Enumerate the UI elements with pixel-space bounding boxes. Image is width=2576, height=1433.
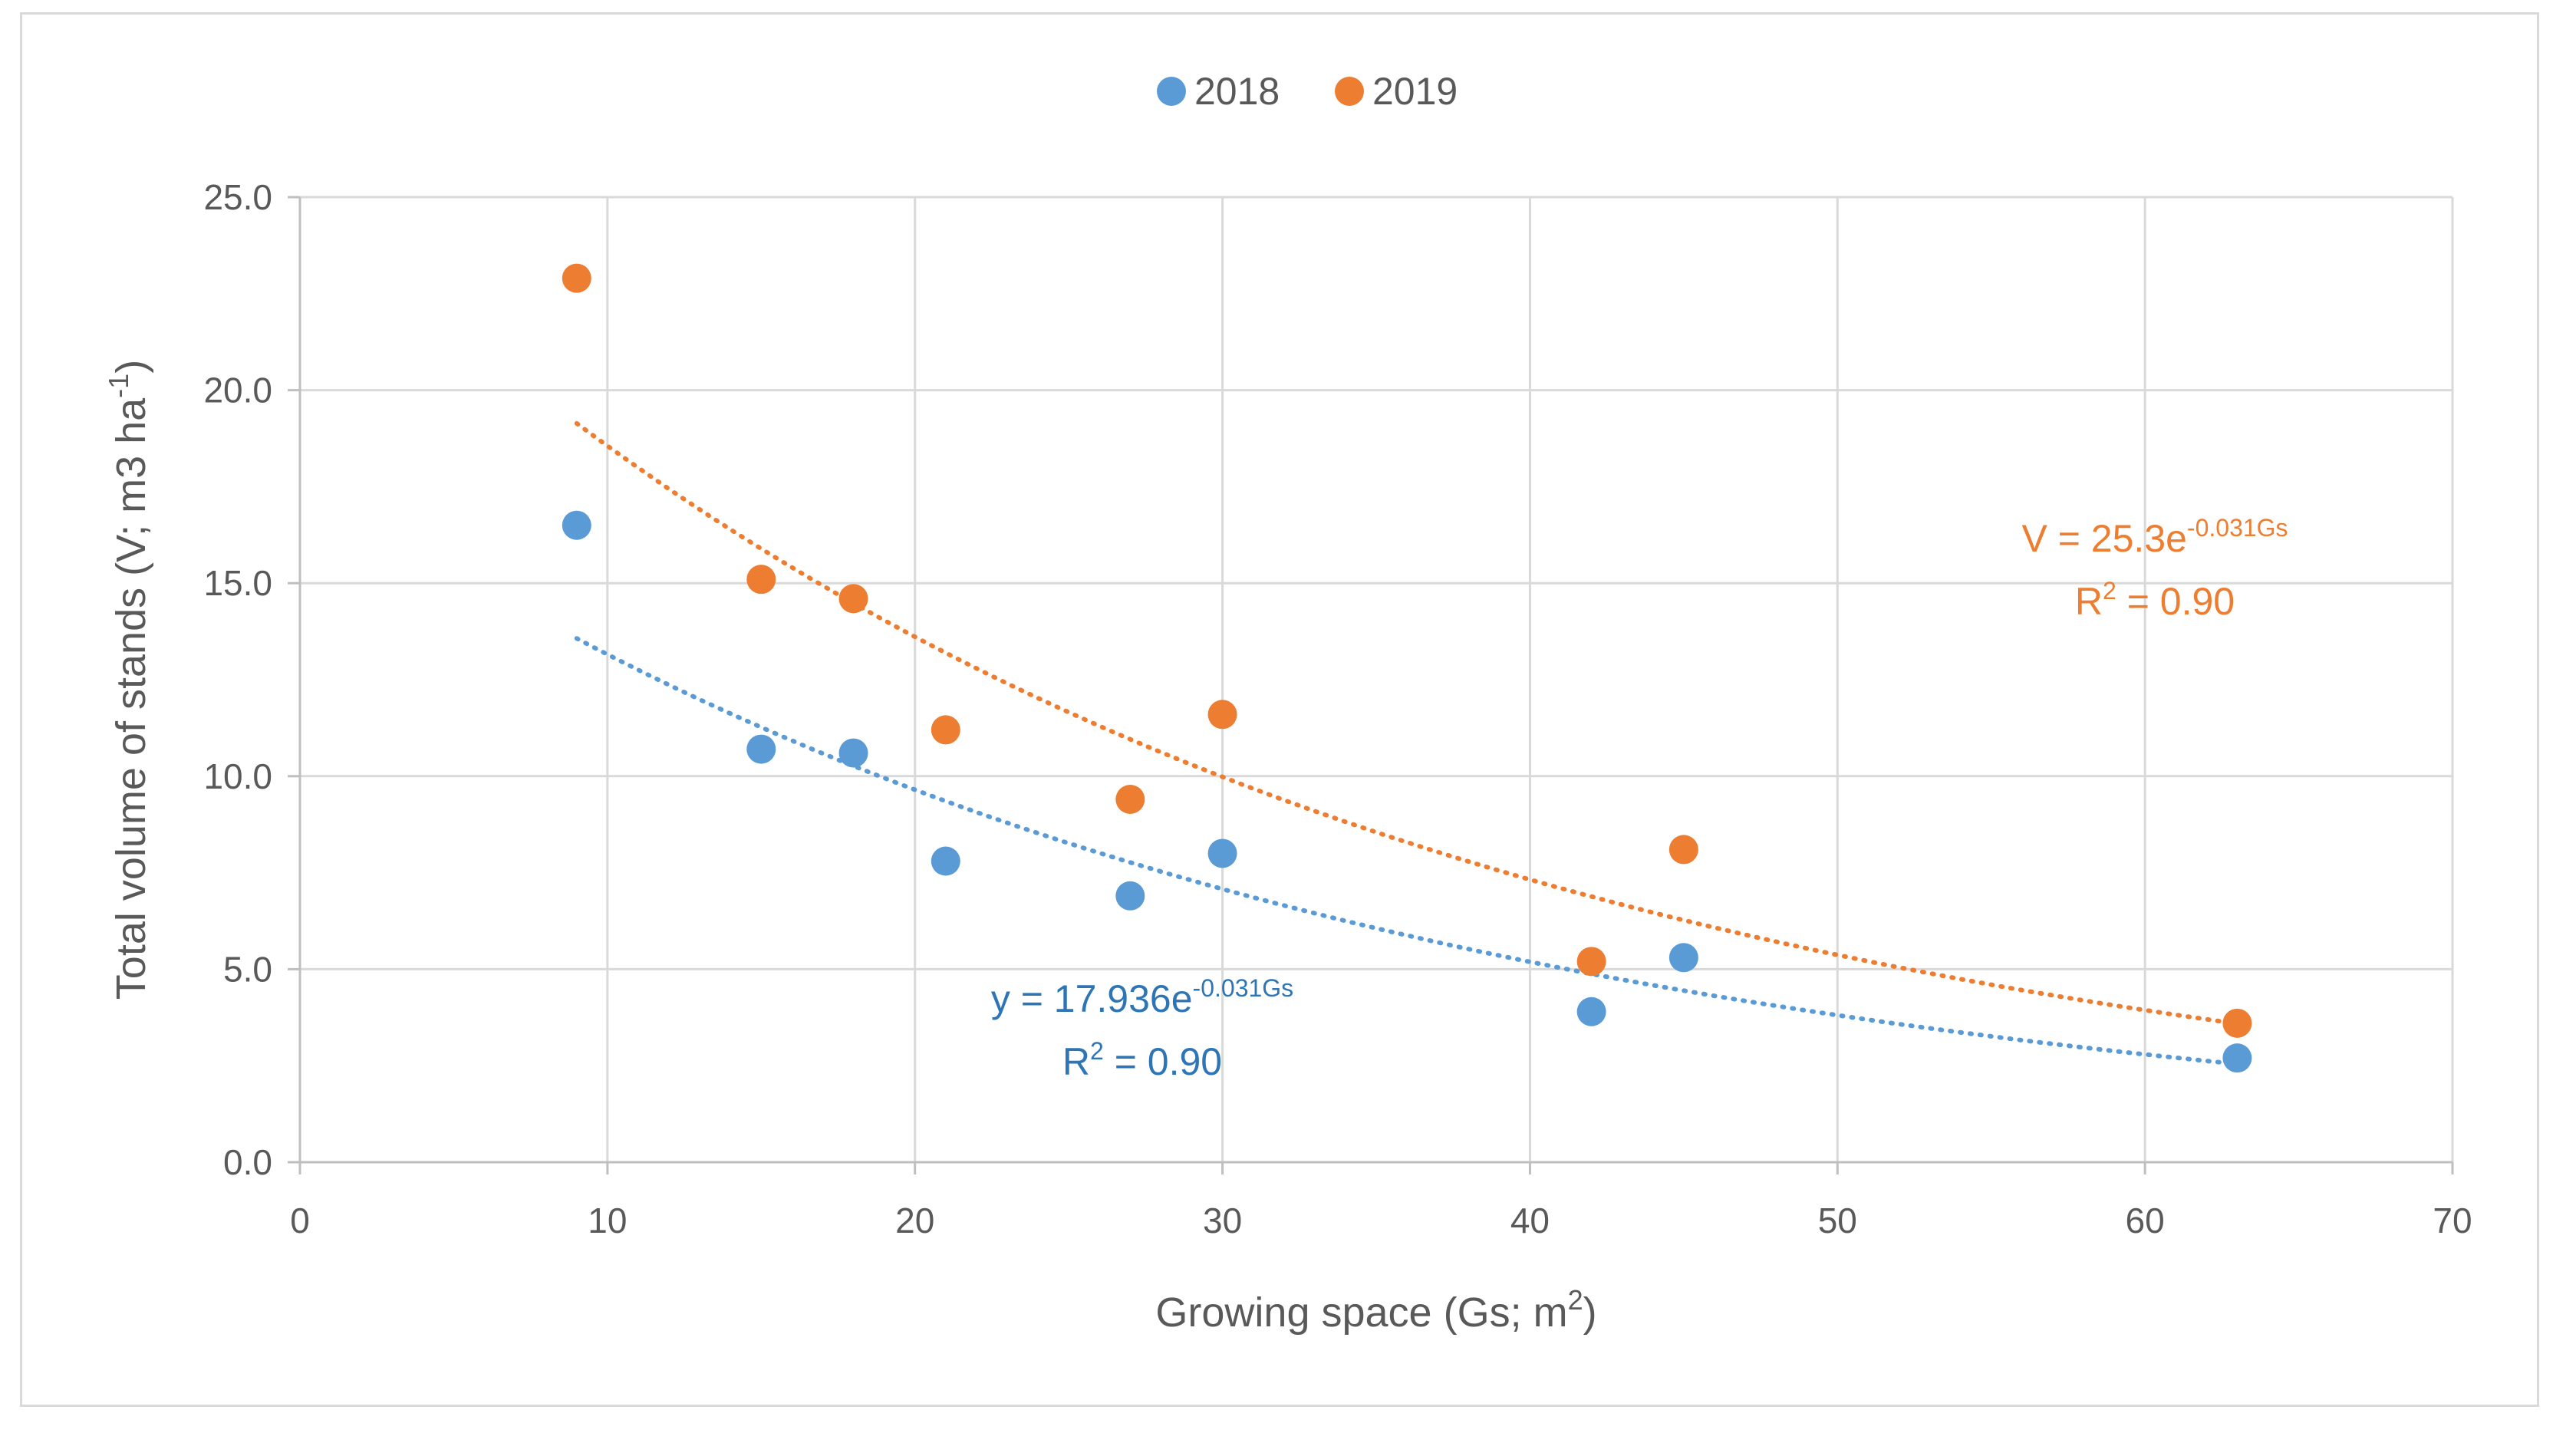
r-squared-2018: R2 = 0.90: [1062, 1037, 1222, 1083]
equation-2018: y = 17.936e-0.031Gs: [991, 974, 1293, 1020]
data-point-2018: [1115, 881, 1145, 911]
legend-marker-2018: [1157, 77, 1186, 106]
r-squared-value: = 0.90: [2116, 580, 2235, 623]
data-point-2019: [931, 715, 960, 745]
data-point-2019: [1668, 835, 1698, 865]
y-axis-title-end: ): [108, 360, 154, 374]
data-point-2018: [1207, 838, 1237, 868]
y-tick-label: 25.0: [203, 177, 272, 217]
axis-titles: Growing space (Gs; m2)Total volume of st…: [103, 360, 1597, 1336]
x-axis-title-text: Growing space (Gs; m: [1155, 1290, 1567, 1336]
data-point-2019: [838, 584, 868, 614]
gridlines: [300, 196, 2454, 1162]
equation-text: V = 25.3e: [2021, 517, 2186, 560]
data-point-2019: [2222, 1008, 2252, 1038]
data-point-2018: [838, 738, 868, 768]
data-point-2018: [1668, 943, 1698, 973]
data-points: [562, 263, 2252, 1073]
trendline-2019: [574, 420, 2240, 1026]
y-tick-label: 10.0: [203, 756, 272, 796]
y-tick-label: 5.0: [223, 949, 272, 989]
r-squared-superscript: 2: [2103, 577, 2116, 604]
equation-exponent: -0.031Gs: [2187, 514, 2288, 542]
x-tick-label: 40: [1510, 1201, 1550, 1240]
y-axis-title-text: Total volume of stands (V; m3 ha: [108, 397, 154, 1000]
r-squared-text: R: [2075, 580, 2103, 623]
legend: 2018 2019: [1157, 70, 1458, 113]
x-tick-label: 10: [588, 1201, 627, 1240]
data-point-2018: [562, 510, 591, 540]
data-point-2019: [562, 263, 591, 293]
data-point-2019: [1576, 947, 1606, 977]
chart-frame: 0.0 5.0 10.0 15.0 20.0 25.0 0 10 20 30 40 50 60 70 y …: [20, 12, 2539, 1407]
legend-label-2019: 2019: [1372, 70, 1458, 113]
equation-2019: V = 25.3e-0.031Gs: [2021, 514, 2288, 560]
x-axis-title-end: ): [1583, 1290, 1597, 1336]
x-tick-label: 50: [1818, 1201, 1857, 1240]
data-point-2019: [1207, 700, 1237, 730]
r-squared-value: = 0.90: [1104, 1040, 1222, 1083]
x-axis-title-superscript: 2: [1568, 1284, 1583, 1316]
x-tick-label: 60: [2126, 1201, 2165, 1240]
data-point-2019: [746, 565, 776, 595]
y-tick-label: 0.0: [223, 1142, 272, 1182]
legend-label-2018: 2018: [1194, 70, 1280, 113]
y-axis-title-superscript: -1: [103, 374, 134, 398]
trendlines: [574, 420, 2240, 1066]
r-squared-text: R: [1062, 1040, 1090, 1083]
y-tick-label: 20.0: [203, 371, 272, 410]
data-point-2018: [746, 734, 776, 764]
x-tick-label: 20: [895, 1201, 934, 1240]
r-squared-2019: R2 = 0.90: [2075, 577, 2235, 623]
x-axis-title: Growing space (Gs; m2): [1155, 1284, 1596, 1336]
data-point-2018: [1576, 997, 1606, 1026]
scatter-chart: 0.0 5.0 10.0 15.0 20.0 25.0 0 10 20 30 40 50 60 70 y …: [103, 70, 2472, 1336]
data-point-2018: [2222, 1043, 2252, 1073]
y-axis-title: Total volume of stands (V; m3 ha-1): [103, 360, 154, 1000]
axes: 0.0 5.0 10.0 15.0 20.0 25.0 0 10 20 30 40 50 60 70: [203, 177, 2472, 1240]
y-tick-label: 15.0: [203, 563, 272, 603]
x-tick-label: 30: [1203, 1201, 1242, 1240]
legend-marker-2019: [1335, 77, 1364, 106]
equation-exponent: -0.031Gs: [1193, 974, 1294, 1002]
x-tick-label: 70: [2433, 1201, 2472, 1240]
equation-text: y = 17.936e: [991, 977, 1193, 1020]
data-point-2018: [931, 846, 960, 876]
data-point-2019: [1115, 784, 1145, 814]
x-tick-label: 0: [290, 1201, 310, 1240]
trendline-2018: [574, 636, 2240, 1066]
r-squared-superscript: 2: [1090, 1037, 1104, 1065]
